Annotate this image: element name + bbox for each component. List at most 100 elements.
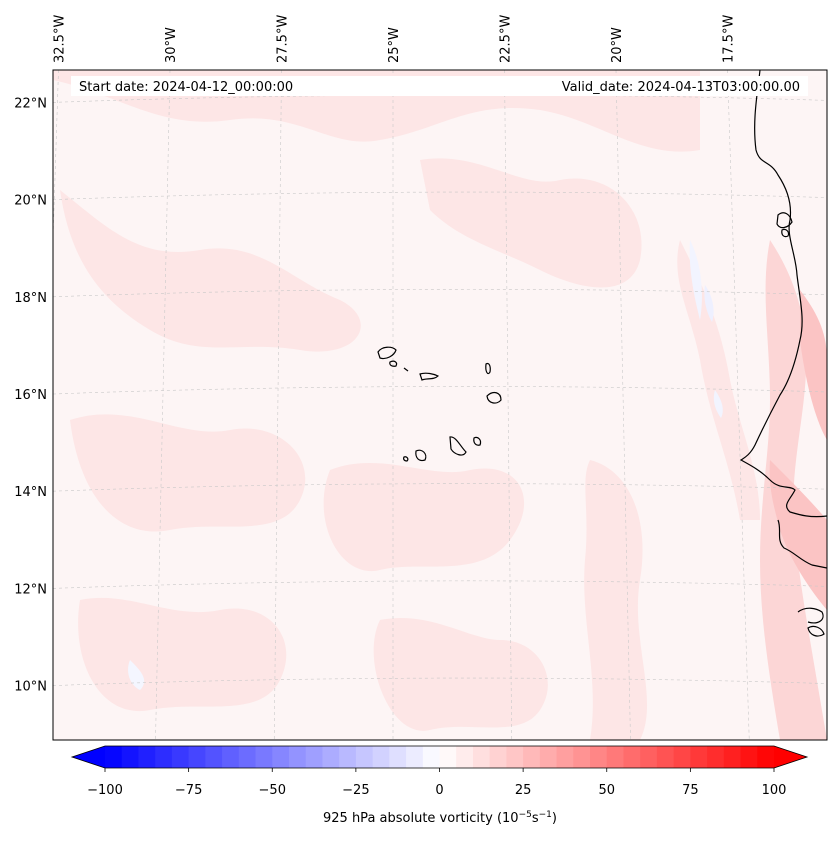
colorbar: −100 −75 −50 −25 0 25 50 75 100 925 hPa absolute… bbox=[70, 745, 809, 826]
vorticity-positive-patch bbox=[584, 460, 648, 740]
latitude-label: 12°N bbox=[14, 582, 47, 597]
colorbar-segment bbox=[573, 746, 591, 768]
colorbar-segments bbox=[105, 746, 775, 768]
longitude-label: 32.5°W bbox=[53, 15, 68, 63]
island-santiago bbox=[449, 436, 467, 456]
colorbar-segment bbox=[372, 746, 390, 768]
graticule-parallel bbox=[53, 191, 827, 200]
graticule-meridian bbox=[615, 70, 631, 740]
latitude-label: 16°N bbox=[14, 388, 47, 403]
colorbar-max-extension bbox=[774, 746, 807, 768]
colorbar-tick-label: −75 bbox=[175, 783, 202, 798]
colorbar-unit-exp2: −1 bbox=[539, 810, 552, 820]
info-bar-background bbox=[71, 76, 808, 96]
longitude-label: 17.5°W bbox=[722, 15, 737, 63]
colorbar-segment bbox=[623, 746, 641, 768]
colorbar-title: 925 hPa absolute vorticity (10−5s−1) bbox=[323, 810, 557, 826]
graticule-meridian bbox=[273, 70, 282, 740]
colorbar-segment bbox=[205, 746, 223, 768]
island-brava bbox=[403, 456, 409, 462]
colorbar-min-extension bbox=[72, 746, 105, 768]
colorbar-segment bbox=[422, 746, 440, 768]
graticule bbox=[53, 70, 827, 740]
graticule-meridian bbox=[155, 70, 171, 740]
vorticity-negative-patch bbox=[128, 660, 145, 690]
vorticity-positive-patch bbox=[373, 617, 548, 731]
graticule-parallel bbox=[53, 677, 827, 686]
colorbar-segment bbox=[506, 746, 524, 768]
colorbar-segment bbox=[305, 746, 323, 768]
vorticity-positive-patch bbox=[70, 414, 306, 532]
colorbar-segment bbox=[723, 746, 742, 768]
colorbar-segment bbox=[155, 746, 173, 768]
island-sal bbox=[485, 362, 491, 375]
cape-verde-islands bbox=[377, 346, 502, 462]
vorticity-positive-patch bbox=[60, 190, 361, 352]
vorticity-positive-patch bbox=[323, 462, 525, 572]
latitude-label: 22°N bbox=[14, 96, 47, 111]
colorbar-tick-label: 75 bbox=[682, 783, 699, 798]
vorticity-negative-patch bbox=[704, 285, 714, 322]
colorbar-label-text: 925 hPa absolute vorticity (10 bbox=[323, 811, 519, 826]
colorbar-segment bbox=[673, 746, 691, 768]
colorbar-segment bbox=[456, 746, 474, 768]
africa-coastline bbox=[777, 519, 827, 569]
colorbar-segment bbox=[322, 746, 340, 768]
vorticity-coastal-band bbox=[769, 460, 827, 610]
colorbar-segment bbox=[138, 746, 156, 768]
colorbar-segment bbox=[105, 746, 123, 768]
colorbar-segment bbox=[556, 746, 574, 768]
map-frame bbox=[52, 69, 828, 741]
colorbar-segment bbox=[255, 746, 273, 768]
colorbar-segment bbox=[523, 746, 541, 768]
vorticity-coastal-band bbox=[800, 290, 827, 440]
colorbar-segment bbox=[439, 746, 457, 768]
latitude-label: 18°N bbox=[14, 291, 47, 306]
colorbar-segment bbox=[171, 746, 190, 768]
island-boa-vista bbox=[486, 391, 502, 404]
colorbar-segment bbox=[489, 746, 507, 768]
graticule-meridian bbox=[504, 70, 513, 740]
colorbar-tick-label: 100 bbox=[762, 783, 787, 798]
latitude-label: 20°N bbox=[14, 194, 47, 209]
vorticity-negative-patch bbox=[689, 240, 702, 320]
colorbar-tick-label: 0 bbox=[435, 783, 443, 798]
graticule-parallel bbox=[53, 94, 827, 103]
colorbar-segment bbox=[640, 746, 658, 768]
colorbar-tick-label: 25 bbox=[515, 783, 532, 798]
colorbar-segment bbox=[606, 746, 624, 768]
graticule-parallel bbox=[53, 483, 827, 492]
colorbar-segment bbox=[590, 746, 608, 768]
valid-date-label: Valid_date: 2024-04-13T03:00:00.00 bbox=[562, 80, 800, 95]
colorbar-segment bbox=[339, 746, 357, 768]
island-fogo bbox=[415, 449, 427, 462]
vorticity-field bbox=[53, 70, 827, 740]
island-sao-nicolau bbox=[419, 372, 440, 381]
longitude-label: 22.5°W bbox=[499, 15, 514, 63]
longitude-label: 20°W bbox=[610, 27, 625, 63]
graticule-parallel bbox=[53, 386, 827, 395]
island-coastline bbox=[776, 212, 793, 229]
colorbar-segment bbox=[656, 746, 675, 768]
colorbar-segment bbox=[121, 746, 139, 768]
map-panel: Start date: 2024-04-12_00:00:00 Valid_da… bbox=[52, 69, 828, 741]
colorbar-segment bbox=[288, 746, 307, 768]
colorbar-segment bbox=[406, 746, 424, 768]
colorbar-segment bbox=[757, 746, 775, 768]
colorbar-segment bbox=[355, 746, 374, 768]
colorbar-segment bbox=[740, 746, 758, 768]
vorticity-positive-patch bbox=[78, 597, 287, 712]
island-santa-luzia bbox=[403, 367, 409, 372]
colorbar-segment bbox=[539, 746, 558, 768]
africa-coastline bbox=[797, 607, 824, 624]
colorbar-segment bbox=[238, 746, 257, 768]
colorbar-tick-label: −50 bbox=[259, 783, 286, 798]
coastlines bbox=[739, 70, 827, 637]
graticule-meridian bbox=[727, 70, 750, 740]
colorbar-ticks: −100 −75 −50 −25 0 25 50 75 100 bbox=[87, 768, 786, 798]
africa-coastline bbox=[807, 625, 825, 637]
island-santo-antao bbox=[377, 346, 397, 360]
colorbar-segment bbox=[707, 746, 725, 768]
